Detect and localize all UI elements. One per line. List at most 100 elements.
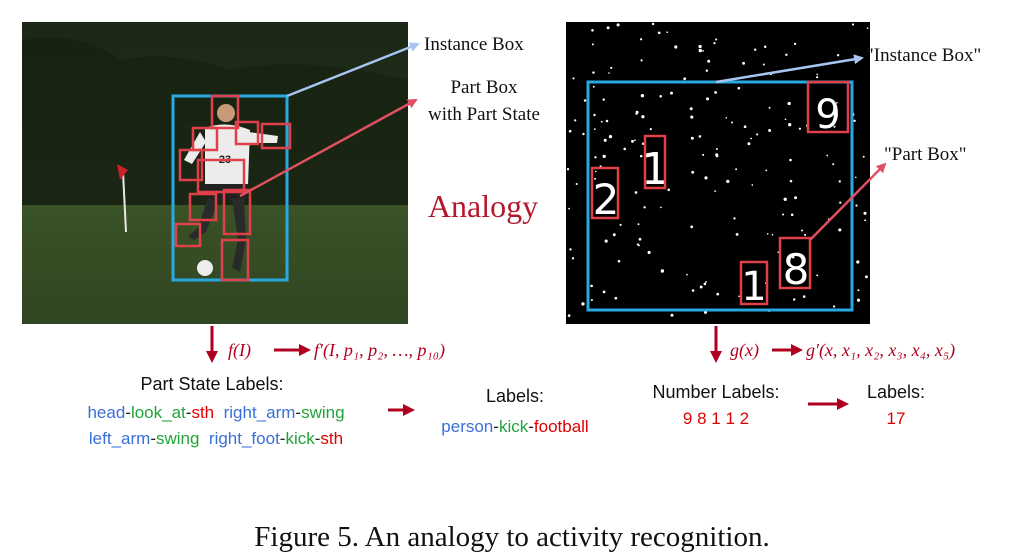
noise-dot	[593, 113, 596, 117]
number-labels-title: Number Labels:	[652, 382, 779, 402]
noise-dot	[617, 259, 621, 263]
noise-dot	[768, 106, 771, 109]
digit-nine: 9	[815, 92, 840, 138]
noise-dot	[702, 153, 705, 156]
noise-dot	[855, 204, 858, 207]
noise-dot	[631, 139, 634, 143]
analogy-label: Analogy	[428, 188, 538, 224]
noise-dot	[640, 94, 645, 98]
noise-dot	[594, 156, 597, 159]
digit-two: 2	[593, 175, 620, 224]
noise-dot	[581, 302, 585, 306]
noise-dot	[756, 133, 759, 136]
noise-dot	[659, 95, 662, 98]
part-box-label-line1: Part Box	[450, 77, 518, 98]
noise-dot	[638, 237, 642, 241]
noise-dot	[683, 77, 687, 81]
label-segment	[199, 429, 208, 448]
noise-dot	[698, 44, 702, 49]
noise-dot	[784, 118, 787, 121]
labels-title-right: Labels:	[867, 382, 925, 402]
noise-dot	[787, 101, 791, 106]
noise-dot	[619, 223, 622, 226]
digit-one-lower: 1	[741, 264, 766, 310]
noise-dot	[856, 260, 860, 264]
noise-dot	[657, 31, 661, 35]
noise-dot	[603, 138, 607, 142]
label-segment: right_foot	[209, 429, 280, 448]
noise-dot	[660, 206, 662, 209]
noise-dot	[670, 91, 673, 95]
noise-dot	[690, 225, 694, 229]
label-segment: -	[186, 403, 192, 422]
noise-dot	[594, 170, 597, 173]
noise-dot	[802, 295, 806, 298]
noise-dot	[699, 285, 703, 289]
noise-dot	[737, 86, 741, 90]
noise-dot	[651, 22, 655, 26]
noise-dot	[616, 23, 620, 27]
noise-dot	[864, 275, 868, 279]
noise-dot	[639, 38, 643, 41]
noise-dot	[714, 91, 717, 94]
noise-dot	[793, 298, 796, 301]
digit-part-boxes	[590, 80, 850, 306]
noise-dot	[766, 233, 769, 235]
noise-dot	[614, 296, 618, 300]
noise-dot	[690, 136, 694, 140]
noise-dot	[798, 127, 802, 130]
noise-dot	[735, 232, 739, 236]
noise-dot	[851, 23, 855, 26]
noise-dot	[583, 99, 587, 102]
noise-dot	[606, 26, 610, 30]
noise-dot	[763, 45, 767, 49]
instance-box-label: Instance Box	[424, 34, 524, 55]
mnist-image: 9 1 2 8 1	[566, 22, 870, 324]
noise-dot	[591, 43, 594, 46]
label-segment: head	[87, 403, 125, 422]
noise-dot	[568, 129, 572, 133]
noise-dot	[575, 182, 578, 186]
noise-dot	[636, 243, 639, 246]
noise-dot	[742, 61, 746, 65]
noise-dot	[572, 77, 575, 80]
noise-dot	[705, 69, 709, 72]
noise-dot	[643, 206, 646, 209]
label-segment: -	[528, 417, 534, 436]
noise-dot	[833, 125, 836, 128]
noise-dot	[612, 233, 616, 237]
noise-dots	[566, 22, 869, 317]
label-segment: -	[280, 429, 286, 448]
noise-dot	[698, 48, 702, 53]
function-g-output-label: g′(x, x₁, x₂, x₃, x₄, x₅)	[806, 340, 955, 361]
noise-dot	[783, 197, 787, 201]
label-segment: -	[315, 429, 321, 448]
label-segment: sth	[320, 429, 343, 448]
noise-dot	[591, 29, 594, 32]
noise-dot	[641, 115, 645, 119]
noise-dot	[789, 179, 793, 183]
function-f-output-label: f′(I, p₁, p₂, …, p₁₀)	[314, 340, 445, 361]
noise-dot	[714, 190, 716, 193]
part-boxes	[174, 94, 292, 282]
labels-value: 17	[887, 409, 906, 428]
noise-dot	[715, 148, 718, 150]
noise-dot	[691, 289, 695, 292]
noise-dot	[863, 211, 867, 215]
noise-dot	[794, 196, 798, 200]
noise-dot	[832, 305, 836, 308]
noise-dot	[839, 201, 842, 204]
label-segment: swing	[301, 403, 344, 422]
instance-box-arrow	[715, 54, 864, 84]
function-f-label: f(I)	[228, 340, 251, 361]
noise-dot	[704, 176, 708, 180]
noise-dot	[793, 42, 797, 46]
noise-dot	[623, 147, 626, 151]
noise-dot	[592, 85, 595, 88]
label-segment	[214, 403, 223, 422]
noise-dot	[789, 158, 792, 162]
noise-dot	[751, 184, 754, 186]
noise-dot	[836, 101, 838, 104]
noise-dot	[690, 115, 694, 119]
noise-dot	[703, 282, 707, 286]
